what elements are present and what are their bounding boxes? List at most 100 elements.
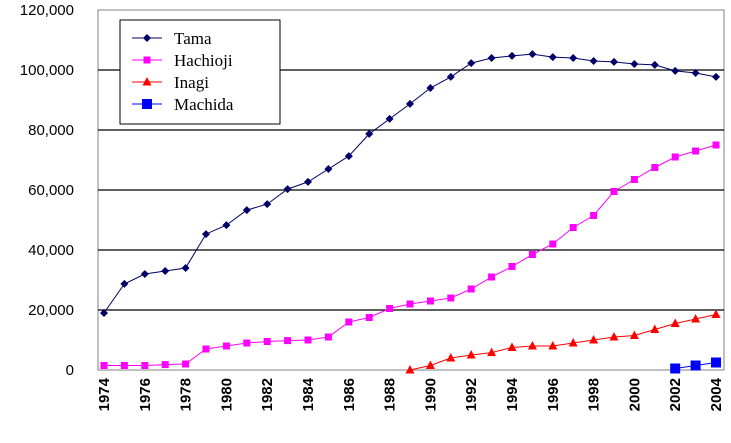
point — [671, 153, 679, 161]
x-tick-label: 1978 — [178, 378, 195, 411]
point — [142, 77, 152, 86]
legend-label: Tama — [174, 29, 212, 48]
point — [386, 305, 394, 312]
point — [589, 57, 598, 65]
point — [304, 336, 312, 344]
y-tick-label: 120,000 — [20, 2, 74, 19]
point — [569, 54, 578, 62]
y-tick-label: 40,000 — [28, 242, 74, 259]
point — [528, 251, 536, 258]
point — [650, 60, 659, 69]
point — [447, 294, 455, 302]
point — [630, 176, 638, 183]
point — [182, 360, 190, 368]
point — [406, 99, 414, 108]
point — [549, 240, 557, 248]
point — [283, 185, 292, 194]
point — [202, 345, 210, 353]
point — [385, 114, 394, 123]
point — [508, 263, 516, 270]
point — [181, 264, 190, 272]
point — [629, 330, 639, 339]
point — [610, 188, 618, 195]
point — [712, 72, 720, 81]
point — [141, 362, 149, 369]
point — [284, 337, 292, 345]
point — [446, 353, 456, 362]
point — [263, 200, 272, 209]
point — [100, 309, 108, 317]
point — [142, 99, 152, 109]
legend-label: Inagi — [174, 73, 209, 92]
legend-label: Machida — [174, 95, 234, 114]
point — [405, 365, 415, 374]
point — [243, 339, 251, 347]
x-tick-label: 1980 — [218, 378, 235, 411]
x-tick-label: 1990 — [422, 378, 439, 411]
point — [120, 362, 128, 369]
point — [610, 57, 618, 66]
x-tick-label: 2004 — [708, 377, 725, 411]
point — [630, 60, 639, 68]
point — [425, 360, 435, 369]
point — [711, 357, 721, 368]
point — [691, 69, 700, 77]
point — [242, 206, 251, 215]
point — [487, 347, 497, 357]
point — [487, 54, 496, 62]
y-tick-label: 80,000 — [28, 122, 74, 139]
point — [222, 221, 231, 230]
x-tick-label: 2000 — [626, 378, 643, 411]
point — [143, 56, 151, 64]
x-tick-label: 1988 — [382, 378, 399, 411]
point — [324, 333, 332, 341]
point — [711, 309, 721, 318]
point — [712, 141, 720, 149]
x-tick-label: 1992 — [463, 378, 480, 411]
point — [569, 224, 577, 231]
point — [670, 363, 681, 374]
y-tick-label: 100,000 — [20, 62, 74, 79]
point — [568, 338, 578, 347]
x-tick-label: 1986 — [341, 378, 358, 411]
series-line — [409, 314, 717, 371]
point — [345, 318, 353, 326]
point — [692, 147, 700, 155]
point — [365, 314, 373, 321]
point — [467, 285, 475, 293]
point — [690, 360, 701, 371]
x-tick-label: 1976 — [137, 378, 154, 411]
point — [202, 230, 210, 239]
x-tick-label: 2002 — [667, 378, 684, 411]
point — [589, 335, 599, 344]
point — [406, 300, 414, 308]
x-tick-label: 1982 — [259, 378, 276, 411]
x-tick-label: 1974 — [96, 377, 113, 411]
point — [140, 270, 149, 278]
point — [650, 324, 660, 333]
point — [651, 164, 659, 171]
x-tick-label: 1984 — [300, 377, 317, 411]
point — [222, 342, 230, 350]
point — [426, 297, 434, 305]
legend-label: Hachioji — [174, 51, 233, 70]
point — [548, 341, 558, 350]
point — [263, 338, 271, 345]
point — [161, 361, 169, 369]
point — [548, 53, 557, 62]
point — [466, 350, 476, 359]
point — [120, 279, 129, 288]
y-tick-label: 0 — [66, 362, 74, 379]
point — [527, 341, 537, 350]
point — [161, 267, 170, 275]
x-tick-label: 1998 — [586, 378, 603, 411]
point — [671, 66, 680, 75]
point — [508, 51, 516, 60]
point — [670, 318, 680, 327]
x-tick-label: 1996 — [545, 378, 562, 411]
point — [324, 165, 333, 173]
point — [426, 84, 435, 92]
point — [467, 59, 476, 68]
point — [304, 177, 312, 186]
point — [691, 314, 701, 323]
